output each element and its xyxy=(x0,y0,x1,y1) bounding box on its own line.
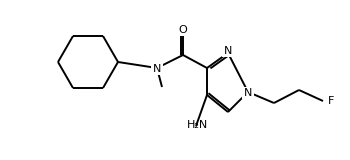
Text: N: N xyxy=(153,64,161,74)
Text: O: O xyxy=(178,25,187,35)
Text: H₂N: H₂N xyxy=(187,120,208,130)
Text: F: F xyxy=(328,96,334,106)
Text: N: N xyxy=(244,88,252,98)
Text: N: N xyxy=(224,46,232,56)
